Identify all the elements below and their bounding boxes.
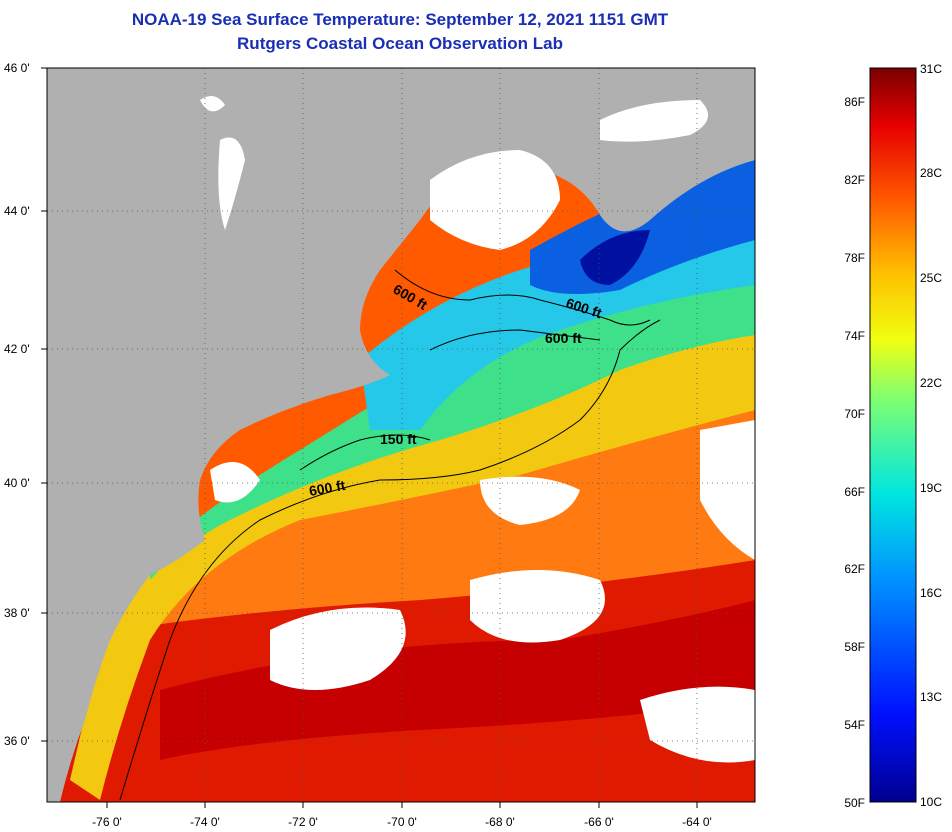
contour-600ft-outer [119,319,661,801]
lon-label-68: -68 0' [485,815,515,829]
yellow-shelf-water [70,330,755,800]
colorbar-c-22: 22C [920,376,942,390]
colorbar-c-25: 25C [920,271,942,285]
lon-label-74: -74 0' [190,815,220,829]
map-panel [47,68,755,802]
colorbar-c-13: 13C [920,690,942,704]
colorbar-f-74: 74F [844,329,865,343]
colorbar-c-16: 16C [920,586,942,600]
colorbar-f-58: 58F [844,640,865,654]
temperature-colorbar [869,67,917,803]
lat-label-46: 46 0' [4,61,30,75]
contour-600ft-georges [429,329,601,351]
lon-label-66: -66 0' [584,815,614,829]
lat-label-44: 44 0' [4,204,30,218]
contour-label-600ft-c: 600 ft [545,330,582,346]
colorbar-f-78: 78F [844,251,865,265]
contour-600ft-gulf [394,269,651,326]
contour-label-600ft-d: 600 ft [308,477,347,499]
cloud-cover [200,96,755,763]
lat-label-36: 36 0' [4,734,30,748]
lon-label-72: -72 0' [288,815,318,829]
green-shelf-water [150,270,755,580]
colorbar-f-62: 62F [844,562,865,576]
lon-label-64: -64 0' [682,815,712,829]
contour-150ft [299,434,431,471]
map-subtitle: Rutgers Coastal Ocean Observation Lab [237,34,563,53]
colorbar-c-10: 10C [920,795,942,809]
colorbar-c-19: 19C [920,481,942,495]
colorbar-c-31: 31C [920,62,942,76]
orange-slope-water [120,400,755,630]
gulf-stream-core [160,600,755,760]
lon-label-70: -70 0' [387,815,417,829]
land-mass [47,68,755,802]
colorbar-f-54: 54F [844,718,865,732]
graticule [47,68,755,802]
lat-label-38: 38 0' [4,606,30,620]
contour-label-150ft: 150 ft [380,431,417,447]
cold-core-water [580,230,650,285]
lat-label-40: 40 0' [4,476,30,490]
colorbar-f-70: 70F [844,407,865,421]
colorbar-f-82: 82F [844,173,865,187]
colorbar-f-86: 86F [844,95,865,109]
colorbar-f-50: 50F [844,796,865,810]
axis-ticks [41,67,698,808]
colorbar-f-66: 66F [844,485,865,499]
colorbar-c-28: 28C [920,166,942,180]
map-border [46,67,756,803]
lon-label-76: -76 0' [92,815,122,829]
lat-label-42: 42 0' [4,342,30,356]
depth-contours [119,269,661,801]
map-title: NOAA-19 Sea Surface Temperature: Septemb… [131,10,669,29]
